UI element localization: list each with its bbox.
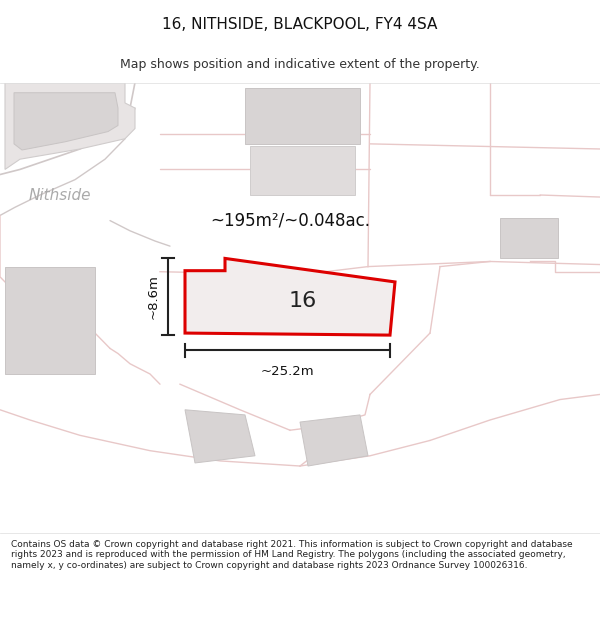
Text: Nithside: Nithside — [29, 188, 91, 202]
Text: 16, NITHSIDE, BLACKPOOL, FY4 4SA: 16, NITHSIDE, BLACKPOOL, FY4 4SA — [163, 18, 437, 32]
Polygon shape — [185, 410, 255, 463]
Polygon shape — [185, 258, 395, 335]
Text: Map shows position and indicative extent of the property.: Map shows position and indicative extent… — [120, 58, 480, 71]
Text: 16: 16 — [289, 291, 317, 311]
Bar — [500, 217, 558, 258]
Bar — [5, 267, 95, 374]
Polygon shape — [300, 415, 368, 466]
Text: ~25.2m: ~25.2m — [260, 365, 314, 378]
Polygon shape — [14, 92, 118, 150]
Bar — [250, 146, 355, 195]
Text: ~195m²/~0.048ac.: ~195m²/~0.048ac. — [210, 212, 370, 229]
Polygon shape — [5, 82, 135, 169]
Bar — [245, 88, 360, 144]
Text: Contains OS data © Crown copyright and database right 2021. This information is : Contains OS data © Crown copyright and d… — [11, 540, 572, 570]
Text: ~8.6m: ~8.6m — [147, 274, 160, 319]
